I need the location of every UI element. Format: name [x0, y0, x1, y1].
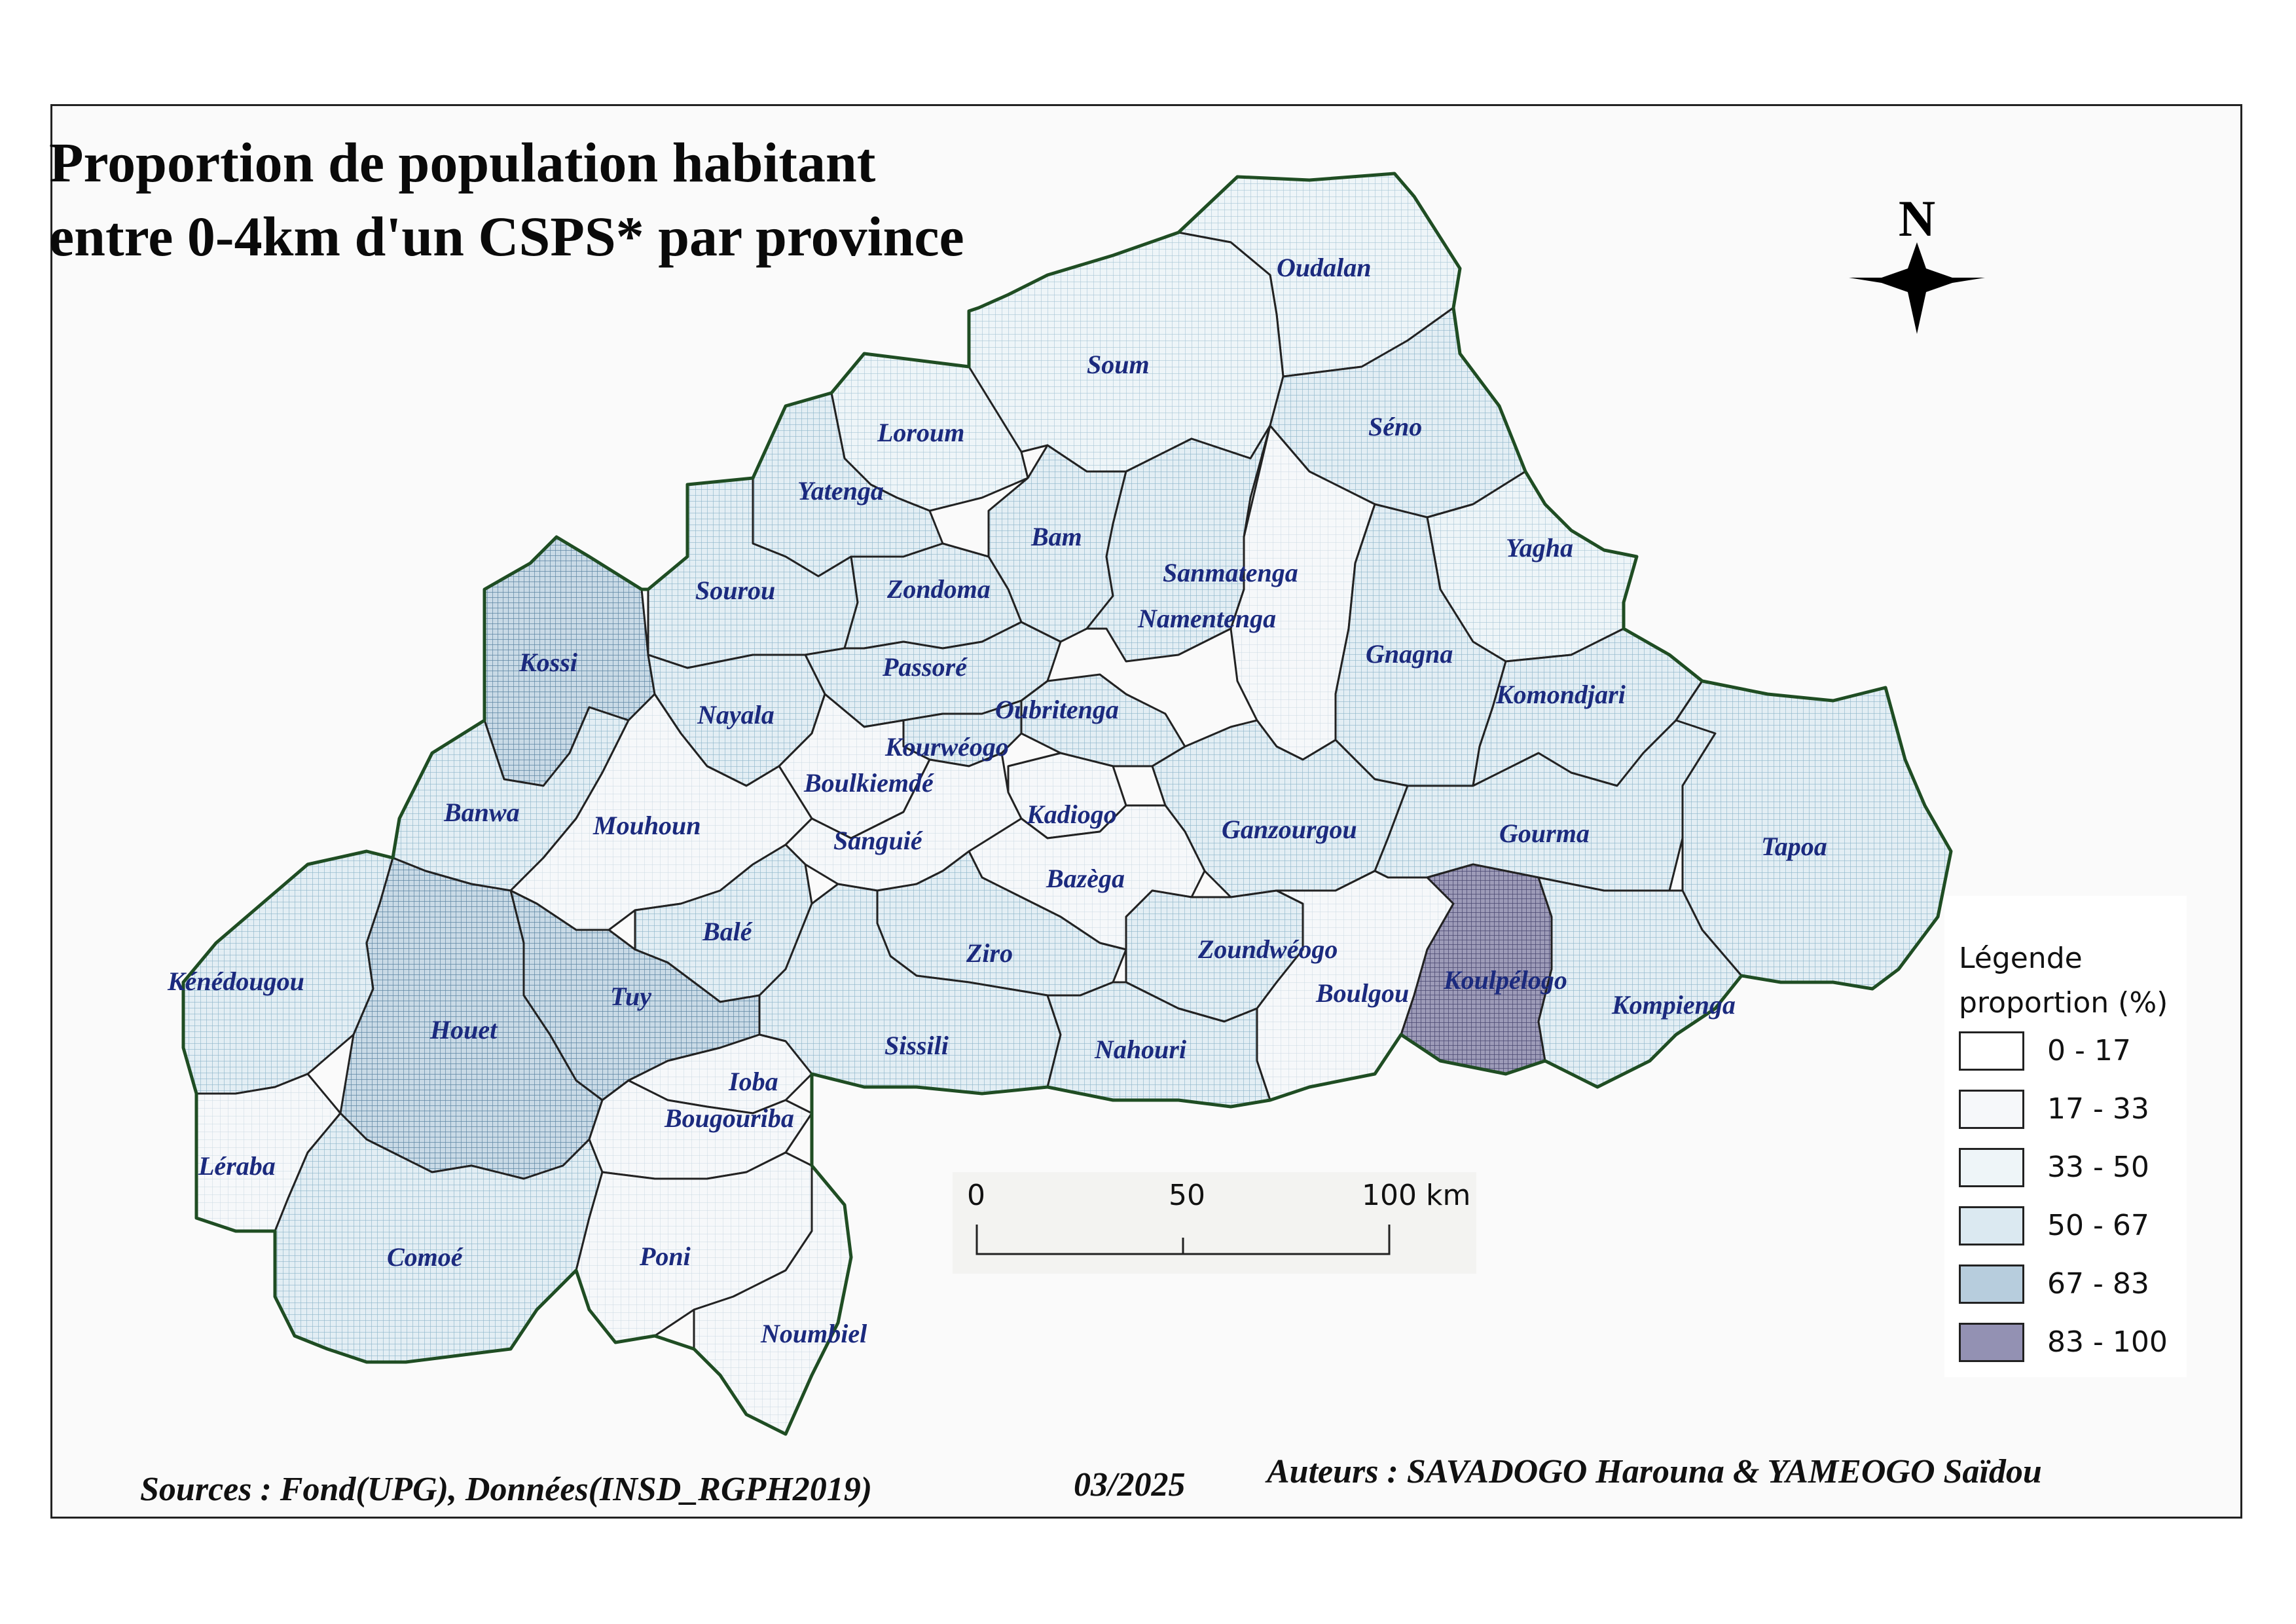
label-nahouri: Nahouri — [1094, 1035, 1186, 1064]
compass-star-icon — [1849, 242, 1985, 334]
legend-label: 50 - 67 — [2047, 1209, 2149, 1242]
legend-swatch — [1959, 1323, 2024, 1362]
footer-date: 03/2025 — [1074, 1466, 1186, 1504]
scale-label-50: 50 — [1169, 1179, 1205, 1212]
legend-title-line2: proportion (%) — [1959, 986, 2168, 1020]
label-houet: Houet — [429, 1015, 498, 1044]
label-sourou: Sourou — [695, 576, 775, 605]
label-yatenga: Yatenga — [797, 476, 884, 506]
legend-swatch — [1959, 1264, 2024, 1304]
label-bazega: Bazèga — [1046, 864, 1125, 893]
label-comoe: Comoé — [387, 1242, 464, 1272]
province-labels: Oudalan Soum Séno Loroum Yatenga Bam Yag… — [167, 253, 1827, 1348]
north-arrow: N — [1849, 190, 1985, 334]
scale-label-0: 0 — [967, 1179, 985, 1212]
label-nayala: Nayala — [697, 700, 774, 729]
label-komondjari: Komondjari — [1495, 680, 1626, 709]
province-sanmatenga[interactable] — [1085, 424, 1271, 663]
label-kompienga: Kompienga — [1611, 990, 1736, 1020]
footer-authors: Auteurs : SAVADOGO Harouna & YAMEOGO Saï… — [1267, 1453, 2042, 1490]
label-banwa: Banwa — [443, 798, 520, 827]
label-kossi: Kossi — [519, 648, 577, 677]
label-poni: Poni — [639, 1242, 691, 1271]
label-boulgou: Boulgou — [1315, 978, 1409, 1008]
legend-label: 33 - 50 — [2047, 1151, 2149, 1184]
label-bale: Balé — [702, 917, 753, 946]
label-ziro: Ziro — [966, 938, 1013, 968]
legend-title: Légende proportion (%) — [1959, 936, 2168, 1025]
label-leraba: Léraba — [198, 1151, 276, 1181]
legend-title-line1: Légende — [1959, 942, 2083, 975]
label-zoundweogo: Zoundwéogo — [1197, 934, 1338, 964]
label-passore: Passoré — [882, 652, 968, 682]
label-sanguie: Sanguié — [833, 826, 923, 855]
scale-bar: 0 50 100 km — [953, 1172, 1476, 1274]
map-title-line1: Proportion de population habitant — [49, 131, 876, 194]
label-tapoa: Tapoa — [1761, 832, 1827, 861]
legend-swatch — [1959, 1148, 2024, 1187]
footer-sources: Sources : Fond(UPG), Données(INSD_RGPH20… — [140, 1471, 873, 1508]
scale-label-100: 100 km — [1362, 1179, 1471, 1212]
label-gnagna: Gnagna — [1366, 639, 1453, 669]
label-loroum: Loroum — [877, 418, 964, 447]
legend-label: 67 - 83 — [2047, 1267, 2149, 1301]
legend-label: 17 - 33 — [2047, 1092, 2149, 1126]
label-tuy: Tuy — [610, 982, 651, 1011]
country-border — [181, 172, 1953, 1436]
label-gourma: Gourma — [1499, 819, 1590, 848]
label-kourweogo: Kourwéogo — [884, 732, 1009, 762]
label-kadiogo: Kadiogo — [1026, 800, 1117, 829]
provinces-layer — [182, 172, 1952, 1435]
label-sanmatenga: Sanmatenga — [1163, 558, 1298, 587]
map-title-line2: entre 0-4km d'un CSPS* par province — [49, 205, 964, 268]
label-yagha: Yagha — [1506, 533, 1573, 563]
label-oudalan: Oudalan — [1277, 253, 1372, 282]
legend-swatch — [1959, 1031, 2024, 1071]
label-zondoma: Zondoma — [886, 574, 991, 604]
legend-label: 83 - 100 — [2047, 1325, 2168, 1359]
label-seno: Séno — [1368, 412, 1422, 441]
legend-swatch — [1959, 1090, 2024, 1129]
label-mouhoun: Mouhoun — [592, 811, 701, 840]
label-oubritenga: Oubritenga — [995, 695, 1119, 724]
scale-bar-line — [975, 1225, 1391, 1255]
label-kenedougou: Kénédougou — [167, 967, 304, 996]
label-soum: Soum — [1087, 350, 1150, 379]
label-bam: Bam — [1030, 522, 1082, 551]
label-koulpelogo: Koulpélogo — [1443, 965, 1567, 995]
label-ganzourgou: Ganzourgou — [1222, 815, 1357, 844]
north-letter: N — [1899, 190, 1935, 247]
label-boulkiemde: Boulkiemdé — [803, 768, 934, 798]
label-namentenga: Namentenga — [1137, 604, 1276, 633]
label-noumbiel: Noumbiel — [760, 1319, 867, 1348]
label-bougouriba: Bougouriba — [664, 1103, 794, 1133]
legend-swatch — [1959, 1206, 2024, 1246]
label-sissili: Sissili — [884, 1031, 949, 1060]
label-ioba: Ioba — [728, 1067, 778, 1096]
legend-label: 0 - 17 — [2047, 1034, 2131, 1067]
legend: Légende proportion (%) 0 - 17 17 - 33 33… — [1944, 896, 2187, 1377]
